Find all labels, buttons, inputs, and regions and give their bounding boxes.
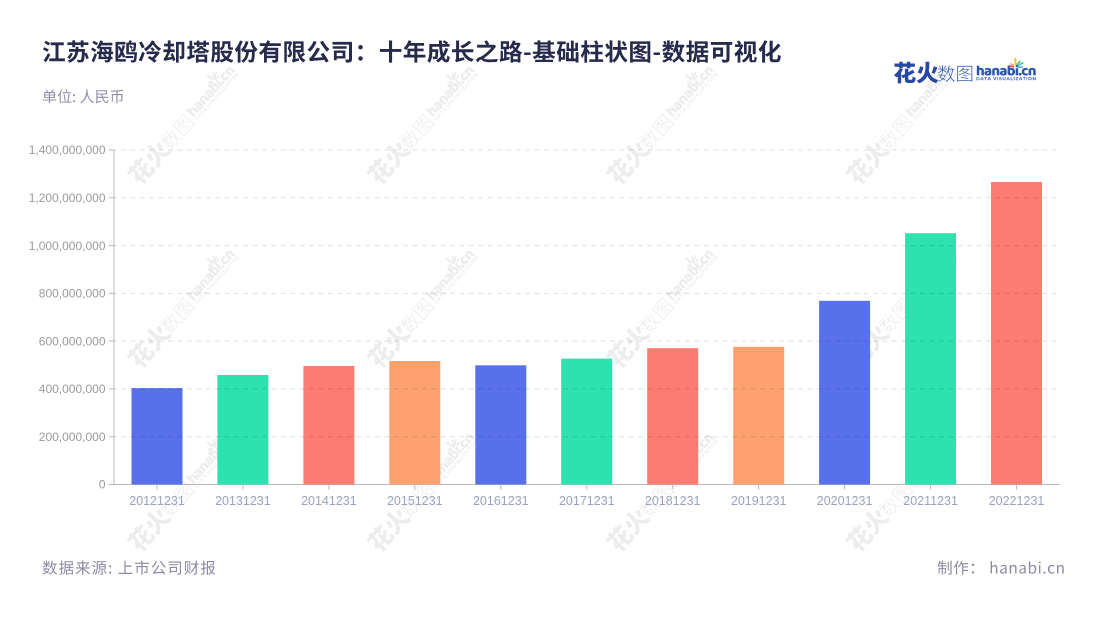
svg-text:20141231: 20141231 (301, 494, 357, 508)
svg-text:800,000,000: 800,000,000 (39, 287, 106, 301)
svg-text:20181231: 20181231 (645, 494, 701, 508)
svg-text:200,000,000: 200,000,000 (39, 430, 106, 444)
svg-text:20211231: 20211231 (903, 494, 958, 508)
svg-text:20201231: 20201231 (817, 494, 873, 508)
svg-text:20221231: 20221231 (989, 494, 1045, 508)
svg-text:1,200,000,000: 1,200,000,000 (29, 191, 106, 205)
svg-text:20151231: 20151231 (387, 494, 443, 508)
svg-text:1,000,000,000: 1,000,000,000 (29, 239, 106, 253)
svg-text:1,400,000,000: 1,400,000,000 (29, 143, 106, 157)
svg-text:20131231: 20131231 (215, 494, 271, 508)
svg-text:20161231: 20161231 (473, 494, 529, 508)
svg-text:20191231: 20191231 (731, 494, 787, 508)
svg-text:20171231: 20171231 (559, 494, 615, 508)
svg-text:400,000,000: 400,000,000 (39, 382, 106, 396)
svg-text:20121231: 20121231 (129, 494, 185, 508)
svg-text:600,000,000: 600,000,000 (39, 334, 106, 348)
svg-text:0: 0 (99, 478, 106, 492)
